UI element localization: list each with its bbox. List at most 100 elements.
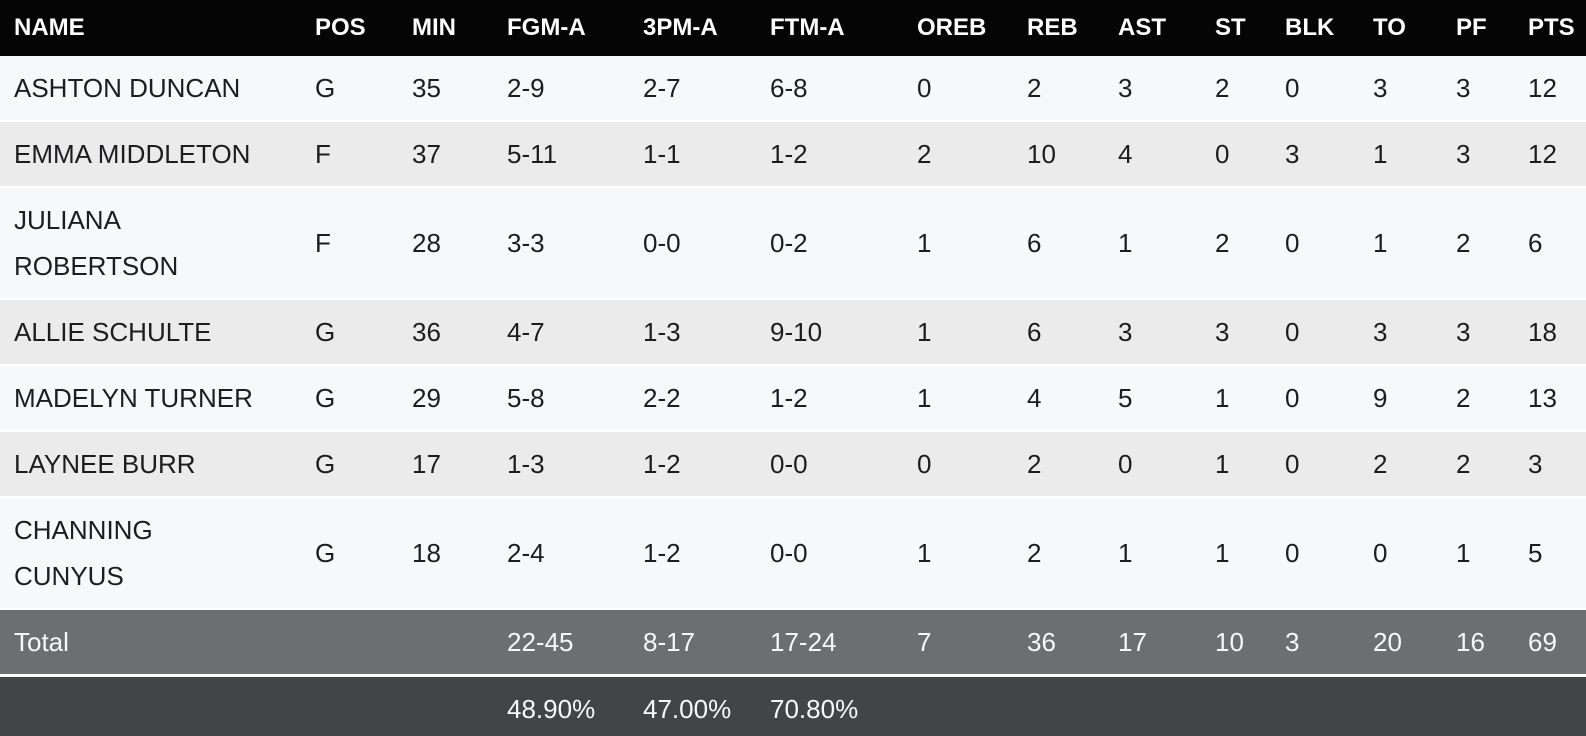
stat-cell-pos: G bbox=[301, 56, 398, 122]
column-header-st: ST bbox=[1201, 0, 1271, 56]
column-header-name: NAME bbox=[0, 0, 301, 56]
stat-cell-ftm_a: 1-2 bbox=[756, 121, 903, 188]
pct-cell-blk bbox=[1271, 675, 1359, 736]
player-row: JULIANA ROBERTSON F 28 3-3 0-0 0-2 1 6 1 2 0 1 2 6 bbox=[0, 187, 1586, 300]
column-header-oreb: OREB bbox=[903, 0, 1013, 56]
column-header-tpm_a: 3PM-A bbox=[629, 0, 756, 56]
pct-cell-tpm_a: 47.00% bbox=[629, 675, 756, 736]
stat-cell-fgm_a: 2-9 bbox=[493, 56, 629, 122]
stat-cell-fgm_a: 3-3 bbox=[493, 187, 629, 300]
total-cell-blk: 3 bbox=[1271, 609, 1359, 677]
pct-cell-pts bbox=[1514, 675, 1586, 736]
stat-cell-ftm_a: 6-8 bbox=[756, 56, 903, 122]
column-header-fgm_a: FGM-A bbox=[493, 0, 629, 56]
stat-cell-pf: 3 bbox=[1442, 56, 1514, 122]
stat-cell-tpm_a: 2-2 bbox=[629, 365, 756, 432]
stat-cell-st: 1 bbox=[1201, 497, 1271, 610]
stat-cell-min: 36 bbox=[398, 299, 493, 366]
stat-cell-to: 9 bbox=[1359, 365, 1442, 432]
pct-cell-pos bbox=[301, 675, 398, 736]
stat-cell-pf: 2 bbox=[1442, 365, 1514, 432]
stat-cell-ast: 1 bbox=[1104, 497, 1201, 610]
stat-cell-blk: 0 bbox=[1271, 431, 1359, 498]
stat-cell-to: 2 bbox=[1359, 431, 1442, 498]
stat-cell-min: 37 bbox=[398, 121, 493, 188]
player-row: CHANNING CUNYUS G 18 2-4 1-2 0-0 1 2 1 1 0 0 1 5 bbox=[0, 497, 1586, 610]
stat-cell-min: 29 bbox=[398, 365, 493, 432]
stat-cell-reb: 4 bbox=[1013, 365, 1104, 432]
stat-cell-ast: 4 bbox=[1104, 121, 1201, 188]
stat-cell-pos: G bbox=[301, 365, 398, 432]
stat-cell-pf: 3 bbox=[1442, 121, 1514, 188]
total-cell-ftm_a: 17-24 bbox=[756, 609, 903, 677]
player-row: ALLIE SCHULTE G 36 4-7 1-3 9-10 1 6 3 3 0 3 3 18 bbox=[0, 299, 1586, 366]
stat-cell-oreb: 2 bbox=[903, 121, 1013, 188]
stat-cell-blk: 0 bbox=[1271, 56, 1359, 122]
stat-cell-reb: 10 bbox=[1013, 121, 1104, 188]
stat-cell-pf: 3 bbox=[1442, 299, 1514, 366]
stat-cell-pts: 3 bbox=[1514, 431, 1586, 498]
stat-cell-blk: 0 bbox=[1271, 187, 1359, 300]
column-header-reb: REB bbox=[1013, 0, 1104, 56]
player-name-cell: JULIANA ROBERTSON bbox=[0, 187, 301, 300]
stat-cell-st: 1 bbox=[1201, 365, 1271, 432]
stat-cell-ast: 3 bbox=[1104, 299, 1201, 366]
stat-cell-to: 3 bbox=[1359, 56, 1442, 122]
stat-cell-pf: 2 bbox=[1442, 187, 1514, 300]
stat-cell-to: 1 bbox=[1359, 121, 1442, 188]
stat-cell-min: 28 bbox=[398, 187, 493, 300]
column-header-blk: BLK bbox=[1271, 0, 1359, 56]
stat-cell-oreb: 1 bbox=[903, 187, 1013, 300]
total-cell-ast: 17 bbox=[1104, 609, 1201, 677]
stat-cell-ftm_a: 0-2 bbox=[756, 187, 903, 300]
player-name-cell: LAYNEE BURR bbox=[0, 431, 301, 498]
pct-cell-oreb bbox=[903, 675, 1013, 736]
stat-cell-oreb: 1 bbox=[903, 497, 1013, 610]
stat-cell-oreb: 0 bbox=[903, 56, 1013, 122]
stat-cell-ftm_a: 0-0 bbox=[756, 431, 903, 498]
players-tbody: ASHTON DUNCAN G 35 2-9 2-7 6-8 0 2 3 2 0 3 3 12 EMMA M… bbox=[0, 56, 1586, 610]
stat-cell-st: 2 bbox=[1201, 187, 1271, 300]
pct-cell-min bbox=[398, 675, 493, 736]
stat-cell-reb: 2 bbox=[1013, 431, 1104, 498]
stat-cell-ast: 5 bbox=[1104, 365, 1201, 432]
pct-cell-fgm_a: 48.90% bbox=[493, 675, 629, 736]
stat-cell-to: 1 bbox=[1359, 187, 1442, 300]
column-header-ftm_a: FTM-A bbox=[756, 0, 903, 56]
player-name-cell: ALLIE SCHULTE bbox=[0, 299, 301, 366]
stat-cell-fgm_a: 2-4 bbox=[493, 497, 629, 610]
total-cell-min bbox=[398, 609, 493, 677]
stat-cell-reb: 6 bbox=[1013, 299, 1104, 366]
stat-cell-pf: 2 bbox=[1442, 431, 1514, 498]
stat-cell-tpm_a: 1-2 bbox=[629, 431, 756, 498]
total-cell-reb: 36 bbox=[1013, 609, 1104, 677]
stat-cell-min: 18 bbox=[398, 497, 493, 610]
shooting-pct-row: 48.90% 47.00% 70.80% bbox=[0, 675, 1586, 736]
player-name-cell: EMMA MIDDLETON bbox=[0, 121, 301, 188]
stat-cell-st: 0 bbox=[1201, 121, 1271, 188]
pct-cell-to bbox=[1359, 675, 1442, 736]
stat-cell-oreb: 1 bbox=[903, 365, 1013, 432]
pct-cell-reb bbox=[1013, 675, 1104, 736]
stat-cell-oreb: 0 bbox=[903, 431, 1013, 498]
stat-cell-fgm_a: 5-8 bbox=[493, 365, 629, 432]
player-name-cell: MADELYN TURNER bbox=[0, 365, 301, 432]
stat-cell-ftm_a: 9-10 bbox=[756, 299, 903, 366]
summary-tbody: Total 22-45 8-17 17-24 7 36 17 10 3 20 16 69 48.90% 4… bbox=[0, 609, 1586, 736]
stat-cell-pf: 1 bbox=[1442, 497, 1514, 610]
stat-cell-pts: 13 bbox=[1514, 365, 1586, 432]
stat-cell-min: 35 bbox=[398, 56, 493, 122]
column-header-to: TO bbox=[1359, 0, 1442, 56]
stat-cell-reb: 2 bbox=[1013, 497, 1104, 610]
pct-cell-st bbox=[1201, 675, 1271, 736]
stat-cell-pos: G bbox=[301, 431, 398, 498]
stat-cell-pts: 12 bbox=[1514, 56, 1586, 122]
stat-cell-tpm_a: 1-1 bbox=[629, 121, 756, 188]
stat-cell-tpm_a: 1-2 bbox=[629, 497, 756, 610]
totals-label-cell: Total bbox=[0, 609, 301, 677]
total-cell-to: 20 bbox=[1359, 609, 1442, 677]
player-row: MADELYN TURNER G 29 5-8 2-2 1-2 1 4 5 1 0 9 2 13 bbox=[0, 365, 1586, 432]
stat-cell-pos: G bbox=[301, 497, 398, 610]
header-row: NAME POS MIN FGM-A 3PM-A FTM-A OREB REB AST ST BLK… bbox=[0, 0, 1586, 56]
stat-cell-pts: 12 bbox=[1514, 121, 1586, 188]
